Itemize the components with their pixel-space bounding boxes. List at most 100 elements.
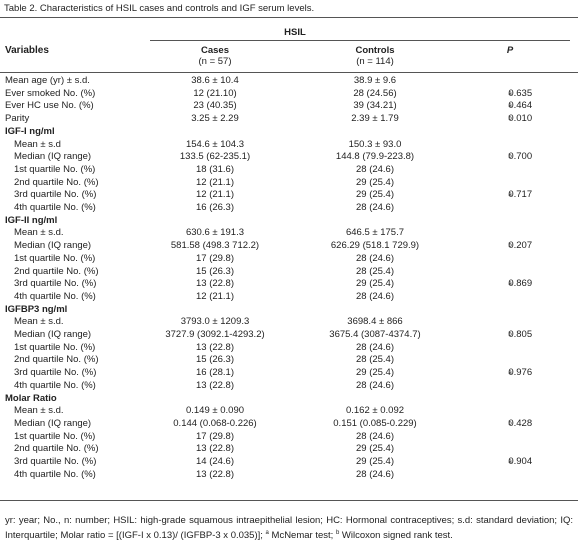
table-row: 4th quartile No. (%) 12 (21.1) 28 (24.6)	[0, 291, 578, 304]
cases-value: 12 (21.1)	[195, 176, 235, 188]
table-row: 4th quartile No. (%) 13 (22.8) 28 (24.6)	[0, 469, 578, 482]
controls-value: 646.5 ± 175.7	[345, 227, 405, 239]
table-row: Molar Ratio	[0, 393, 578, 406]
p-value: 0.805	[508, 329, 533, 340]
header-p: P	[506, 45, 514, 56]
p-cell: 0.010 b	[470, 113, 550, 129]
cases-value: 13 (22.8)	[195, 341, 235, 353]
p-cell: 0.976 a	[470, 367, 550, 383]
controls-value: 28 (25.4)	[355, 354, 395, 366]
controls-value: 29 (25.4)	[355, 278, 395, 290]
row-label: 1st quartile No. (%)	[14, 252, 96, 264]
table-row: Ever smoked No. (%) 12 (21.10) 28 (24.56) 0…	[0, 88, 578, 101]
row-label: 3rd quartile No. (%)	[14, 278, 97, 290]
row-label: 4th quartile No. (%)	[14, 379, 96, 391]
p-cell: 0.464 a	[470, 100, 550, 116]
rule	[0, 500, 578, 501]
controls-value: 29 (25.4)	[355, 443, 395, 455]
row-label: 1st quartile No. (%)	[14, 163, 96, 175]
p-value: 0.717	[508, 189, 533, 201]
row-label: 2nd quartile No. (%)	[14, 354, 99, 366]
p-cell: 0.428 b	[470, 418, 550, 434]
p-note: a	[508, 192, 512, 199]
controls-value: 28 (24.6)	[355, 379, 395, 391]
row-label: 3rd quartile No. (%)	[14, 189, 97, 201]
row-label: Parity	[5, 113, 30, 125]
p-value: 0.635	[508, 87, 533, 99]
table-row: Mean ± s.d. 3793.0 ± 1209.3 3698.4 ± 866	[0, 316, 578, 329]
table-row: 3rd quartile No. (%) 14 (24.6) 29 (25.4) 0.…	[0, 456, 578, 469]
header-controls: Controls	[355, 45, 395, 56]
controls-value: 28 (24.6)	[355, 252, 395, 264]
row-label: Ever HC use No. (%)	[5, 100, 94, 112]
row-label: 3rd quartile No. (%)	[14, 456, 97, 467]
row-label: Median (IQ range)	[14, 329, 92, 340]
p-note: b	[508, 243, 512, 250]
cases-value: 13 (22.8)	[195, 278, 235, 290]
cases-value: 12 (21.1)	[195, 189, 235, 201]
controls-value: 150.3 ± 93.0	[348, 138, 402, 150]
cases-value: 0.144 (0.068-0.226)	[173, 417, 257, 429]
row-label: 2nd quartile No. (%)	[14, 265, 99, 277]
controls-value: 3698.4 ± 866	[347, 316, 403, 328]
table-row: 3rd quartile No. (%) 16 (28.1) 29 (25.4) 0.…	[0, 367, 578, 380]
section-heading: IGF-I ng/ml	[5, 125, 55, 137]
table-row: 1st quartile No. (%) 17 (29.8) 28 (24.6)	[0, 431, 578, 444]
controls-value: 626.29 (518.1 729.9)	[330, 240, 420, 252]
p-value: 0.869	[508, 278, 533, 290]
table-row: 4th quartile No. (%) 16 (26.3) 28 (24.6)	[0, 202, 578, 215]
cases-value: 133.5 (62-235.1)	[179, 151, 251, 163]
rule	[150, 40, 570, 41]
header-controls-n: (n = 114)	[356, 56, 394, 67]
cases-value: 3.25 ± 2.29	[191, 113, 239, 125]
p-cell: 0.700 b	[470, 151, 550, 167]
p-note: a	[508, 370, 512, 377]
controls-value: 2.39 ± 1.79	[351, 113, 399, 125]
row-label: Median (IQ range)	[14, 240, 92, 252]
p-note: a	[508, 459, 512, 465]
table-row: Parity 3.25 ± 2.29 2.39 ± 1.79 0.010 b	[0, 113, 578, 126]
header-cases: Cases	[201, 45, 229, 56]
row-label: 2nd quartile No. (%)	[14, 443, 99, 455]
row-label: 4th quartile No. (%)	[14, 202, 96, 213]
header-group: HSIL	[284, 27, 306, 38]
p-note: b	[508, 116, 512, 123]
p-value: 0.904	[508, 456, 533, 467]
note-mark: b	[335, 530, 340, 536]
note-text: McNemar test;	[271, 530, 334, 542]
row-label: Mean ± s.d.	[14, 316, 64, 328]
table-row: Mean ± s.d. 630.6 ± 191.3 646.5 ± 175.7	[0, 227, 578, 240]
p-value: 0.700	[508, 151, 533, 163]
controls-value: 28 (24.6)	[355, 163, 395, 175]
table-row: IGFBP3 ng/ml	[0, 304, 578, 317]
rule	[0, 72, 578, 73]
table-row: 4th quartile No. (%) 13 (22.8) 28 (24.6)	[0, 380, 578, 393]
table-row: Median (IQ range) 581.58 (498.3 712.2) 626…	[0, 240, 578, 253]
table-row: Ever HC use No. (%) 23 (40.35) 39 (34.21) 0…	[0, 100, 578, 113]
row-label: 1st quartile No. (%)	[14, 430, 96, 442]
table-row: 1st quartile No. (%) 13 (22.8) 28 (24.6)	[0, 342, 578, 355]
row-label: Median (IQ range)	[14, 417, 92, 429]
note-text: Wilcoxon signed rank test.	[341, 530, 453, 542]
table-row: Mean ± s.d. 0.149 ± 0.090 0.162 ± 0.092	[0, 405, 578, 418]
cases-value: 13 (22.8)	[195, 443, 235, 455]
cases-value: 630.6 ± 191.3	[185, 227, 245, 239]
controls-value: 29 (25.4)	[355, 456, 395, 467]
p-note: a	[508, 281, 512, 288]
table-row: IGF-II ng/ml	[0, 215, 578, 228]
cases-value: 18 (31.6)	[195, 163, 235, 175]
controls-value: 3675.4 (3087-4374.7)	[329, 329, 421, 340]
section-heading: Molar Ratio	[5, 392, 57, 404]
p-cell: 0.635 a	[470, 88, 550, 104]
cases-value: 581.58 (498.3 712.2)	[170, 240, 260, 252]
controls-value: 38.9 ± 9.6	[353, 75, 397, 86]
table-title: Table 2. Characteristics of HSIL cases a…	[4, 3, 315, 14]
cases-value: 16 (28.1)	[195, 367, 235, 379]
row-label: 4th quartile No. (%)	[14, 468, 96, 480]
cases-value: 16 (26.3)	[195, 202, 235, 213]
p-cell: 0.904 a	[470, 456, 550, 472]
table-row: 3rd quartile No. (%) 12 (21.1) 29 (25.4) 0.…	[0, 189, 578, 202]
cases-value: 13 (22.8)	[195, 379, 235, 391]
table-row: Median (IQ range) 3727.9 (3092.1-4293.2) 3…	[0, 329, 578, 342]
table-row: IGF-I ng/ml	[0, 126, 578, 139]
